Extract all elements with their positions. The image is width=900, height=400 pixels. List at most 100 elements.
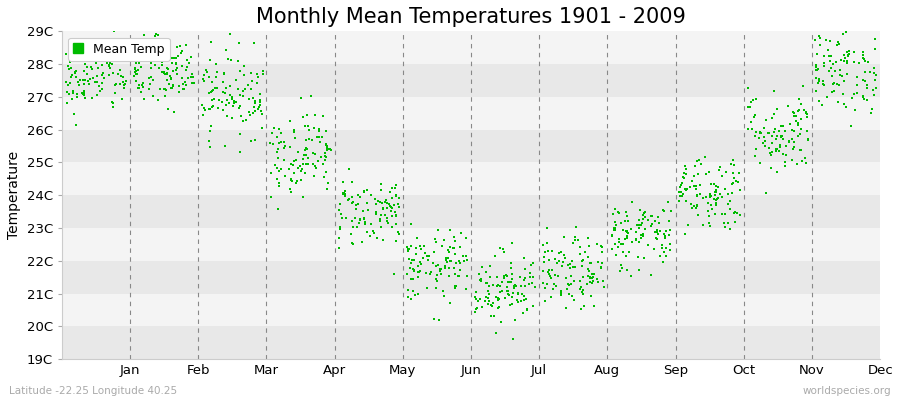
Point (752, 130, 767, 136)
Point (62, 65, 77, 72)
Point (119, 78, 133, 84)
Point (156, 69, 170, 75)
Point (212, 97, 226, 104)
Point (770, 146, 784, 152)
Point (858, 77, 872, 84)
Point (381, 220, 395, 226)
Point (379, 200, 393, 206)
Point (701, 200, 716, 206)
Point (518, 283, 532, 289)
Point (97, 51, 112, 58)
Point (827, 68, 842, 74)
Point (153, 54, 167, 60)
Point (357, 189, 372, 195)
Point (436, 293, 451, 299)
Point (688, 205, 703, 211)
Point (289, 157, 303, 164)
Point (141, 86, 156, 92)
Point (572, 251, 587, 258)
Point (809, 62, 824, 68)
Point (388, 184, 402, 191)
Point (539, 240, 554, 246)
Point (318, 157, 332, 163)
Point (318, 152, 332, 159)
Point (446, 234, 461, 240)
Point (361, 207, 375, 214)
Point (451, 272, 465, 279)
Point (742, 125, 756, 132)
Point (402, 246, 417, 252)
Point (641, 216, 655, 223)
Point (237, 72, 251, 79)
Point (223, 92, 238, 98)
Point (867, 92, 881, 98)
Point (219, 84, 233, 91)
Point (94, 80, 109, 86)
Point (111, 55, 125, 62)
Point (66, 88, 80, 94)
Point (169, 65, 184, 72)
Point (725, 170, 740, 176)
Point (778, 159, 792, 165)
Point (300, 112, 314, 118)
Point (617, 218, 632, 224)
Point (778, 128, 793, 134)
Point (446, 245, 460, 251)
Point (442, 273, 456, 279)
Point (203, 123, 218, 129)
Point (210, 69, 224, 75)
Point (483, 263, 498, 269)
Point (703, 223, 717, 230)
Point (313, 139, 328, 145)
Point (487, 313, 501, 320)
Point (858, 58, 872, 64)
Point (62, 91, 77, 98)
Point (690, 202, 705, 208)
Point (352, 216, 366, 222)
Point (816, 78, 831, 84)
Point (161, 81, 176, 88)
Point (60, 88, 75, 95)
Point (242, 112, 256, 118)
Point (155, 58, 169, 65)
Point (389, 212, 403, 218)
Point (485, 303, 500, 310)
Point (839, 29, 853, 35)
Point (291, 178, 305, 184)
Point (504, 278, 518, 285)
Point (817, 60, 832, 66)
Point (353, 194, 367, 200)
Point (565, 264, 580, 270)
Point (408, 292, 422, 299)
Point (413, 258, 428, 265)
Point (690, 193, 705, 200)
Point (248, 100, 262, 106)
Point (840, 58, 854, 64)
Point (632, 239, 646, 245)
Point (582, 279, 597, 285)
Point (699, 194, 714, 200)
Point (758, 138, 772, 144)
Point (179, 82, 194, 88)
Point (293, 167, 308, 174)
Point (469, 288, 483, 295)
Point (76, 91, 90, 97)
Point (456, 258, 471, 264)
Point (767, 111, 781, 118)
Point (557, 252, 572, 259)
Point (491, 283, 505, 290)
Point (650, 236, 664, 242)
Point (511, 299, 526, 306)
Point (276, 138, 291, 145)
Point (166, 55, 180, 61)
Point (707, 211, 722, 218)
Point (836, 58, 850, 64)
Point (323, 146, 338, 152)
Point (221, 56, 236, 62)
Point (293, 162, 308, 169)
Point (801, 136, 815, 142)
Point (129, 60, 143, 66)
Point (497, 273, 511, 280)
Text: worldspecies.org: worldspecies.org (803, 386, 891, 396)
Point (352, 220, 366, 226)
